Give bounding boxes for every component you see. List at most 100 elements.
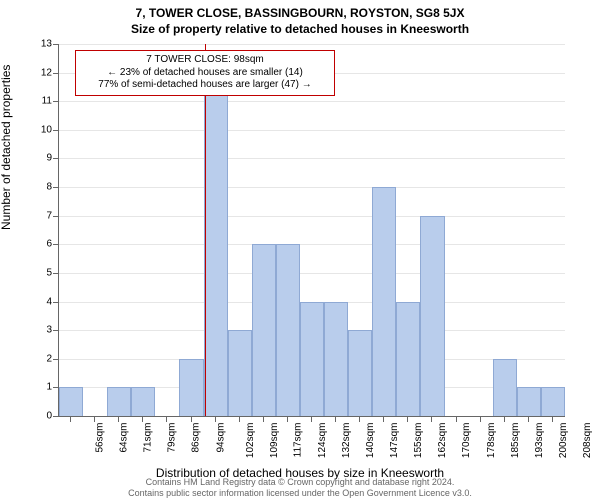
histogram-bar (493, 359, 517, 416)
histogram-bar (324, 302, 348, 416)
histogram-bar (396, 302, 420, 416)
x-tick-label: 117sqm (292, 423, 303, 458)
y-tick-mark (53, 244, 58, 245)
x-tick-label: 147sqm (389, 423, 400, 459)
histogram-bar (228, 330, 252, 416)
y-tick-mark (53, 359, 58, 360)
gridline (59, 130, 565, 131)
x-tick-mark (166, 417, 167, 422)
y-tick-mark (53, 387, 58, 388)
annotation-line: ← 23% of detached houses are smaller (14… (82, 67, 328, 80)
footer-attribution: Contains HM Land Registry data © Crown c… (0, 477, 600, 498)
x-tick-mark (239, 417, 240, 422)
y-tick-mark (53, 130, 58, 131)
histogram-bar (541, 387, 565, 416)
y-tick-mark (53, 216, 58, 217)
footer-line2: Contains public sector information licen… (0, 488, 600, 498)
annotation-line: 77% of semi-detached houses are larger (… (82, 79, 328, 92)
x-tick-mark (335, 417, 336, 422)
marker-line (205, 44, 206, 416)
chart-title-line2: Size of property relative to detached ho… (0, 22, 600, 36)
histogram-bar (420, 216, 444, 416)
x-tick-mark (407, 417, 408, 422)
y-tick-label: 9 (22, 153, 52, 164)
y-tick-mark (53, 44, 58, 45)
gridline (59, 101, 565, 102)
y-tick-label: 3 (22, 325, 52, 336)
histogram-bar (131, 387, 155, 416)
x-tick-label: 124sqm (317, 423, 328, 459)
x-tick-label: 193sqm (534, 423, 545, 459)
annotation-line: 7 TOWER CLOSE: 98sqm (82, 54, 328, 67)
x-tick-mark (118, 417, 119, 422)
x-tick-label: 71sqm (143, 423, 154, 453)
gridline (59, 187, 565, 188)
y-tick-mark (53, 158, 58, 159)
gridline (59, 158, 565, 159)
x-tick-label: 109sqm (269, 423, 280, 459)
x-tick-mark (263, 417, 264, 422)
x-tick-label: 86sqm (191, 423, 202, 453)
histogram-bar (517, 387, 541, 416)
y-axis-label: Number of detached properties (0, 65, 13, 230)
gridline (59, 216, 565, 217)
x-tick-mark (528, 417, 529, 422)
x-tick-label: 155sqm (413, 423, 424, 459)
chart-container: 7, TOWER CLOSE, BASSINGBOURN, ROYSTON, S… (0, 0, 600, 500)
y-tick-mark (53, 330, 58, 331)
histogram-bar (372, 187, 396, 416)
gridline (59, 44, 565, 45)
y-tick-label: 1 (22, 382, 52, 393)
y-tick-label: 4 (22, 296, 52, 307)
x-tick-label: 170sqm (462, 423, 473, 459)
x-tick-mark (383, 417, 384, 422)
histogram-bar (252, 244, 276, 416)
footer-line1: Contains HM Land Registry data © Crown c… (0, 477, 600, 487)
gridline (59, 273, 565, 274)
y-tick-mark (53, 187, 58, 188)
y-tick-label: 11 (22, 96, 52, 107)
y-tick-mark (53, 302, 58, 303)
y-tick-mark (53, 416, 58, 417)
y-tick-mark (53, 101, 58, 102)
x-tick-mark (311, 417, 312, 422)
x-tick-label: 79sqm (167, 423, 178, 453)
y-tick-label: 13 (22, 39, 52, 50)
y-tick-mark (53, 73, 58, 74)
x-tick-label: 140sqm (365, 423, 376, 459)
x-tick-label: 162sqm (437, 423, 448, 459)
x-tick-mark (552, 417, 553, 422)
x-tick-label: 200sqm (558, 423, 569, 459)
histogram-bar (179, 359, 203, 416)
y-tick-mark (53, 273, 58, 274)
x-tick-mark (215, 417, 216, 422)
x-tick-label: 132sqm (341, 423, 352, 459)
histogram-bar (204, 78, 228, 416)
annotation-box: 7 TOWER CLOSE: 98sqm← 23% of detached ho… (75, 50, 335, 96)
x-tick-label: 178sqm (486, 423, 497, 459)
x-tick-mark (359, 417, 360, 422)
plot-area (58, 44, 565, 417)
x-tick-label: 208sqm (582, 423, 593, 459)
x-tick-label: 102sqm (245, 423, 256, 459)
y-tick-label: 2 (22, 353, 52, 364)
y-tick-label: 7 (22, 210, 52, 221)
y-tick-label: 5 (22, 267, 52, 278)
x-tick-mark (431, 417, 432, 422)
chart-title-line1: 7, TOWER CLOSE, BASSINGBOURN, ROYSTON, S… (0, 6, 600, 20)
y-tick-label: 12 (22, 67, 52, 78)
histogram-bar (59, 387, 83, 416)
histogram-bar (107, 387, 131, 416)
x-tick-mark (504, 417, 505, 422)
gridline (59, 244, 565, 245)
x-tick-label: 64sqm (119, 423, 130, 453)
x-tick-label: 185sqm (510, 423, 521, 459)
histogram-bar (276, 244, 300, 416)
x-tick-mark (480, 417, 481, 422)
y-tick-label: 8 (22, 182, 52, 193)
x-tick-label: 56sqm (95, 423, 106, 453)
y-tick-label: 0 (22, 411, 52, 422)
x-tick-mark (287, 417, 288, 422)
histogram-bar (348, 330, 372, 416)
x-tick-mark (191, 417, 192, 422)
